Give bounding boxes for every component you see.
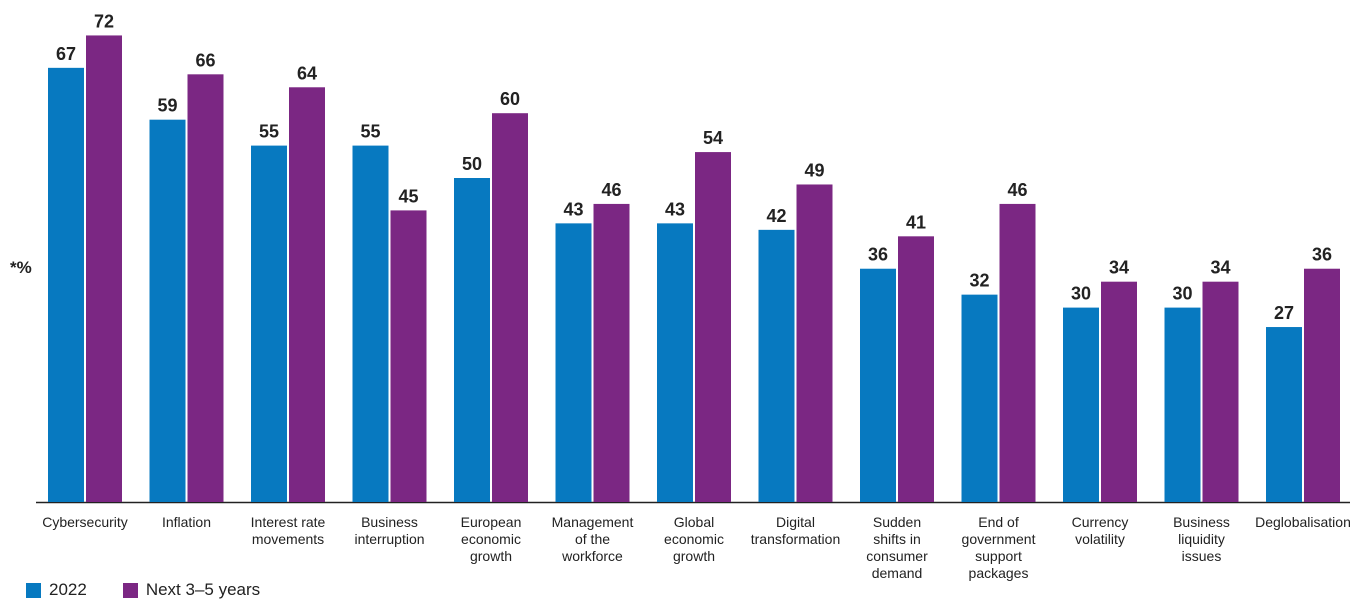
bar-2022 [251,145,287,502]
data-label-next-3-5-years: 46 [601,180,621,200]
data-label-2022: 42 [766,206,786,226]
data-label-next-3-5-years: 49 [804,160,824,180]
bar-next-3-5-years [796,184,833,503]
x-tick-label: European economic growth [461,514,522,564]
bar-next-3-5-years [289,87,325,502]
data-label-next-3-5-years: 41 [906,212,926,232]
legend: 2022 Next 3–5 years [26,580,296,600]
bar-2022 [454,178,490,502]
data-label-2022: 55 [259,122,279,142]
legend-swatch-2022 [26,582,41,598]
data-label-2022: 43 [665,199,685,219]
bar-2022 [657,223,693,503]
bar-next-3-5-years [390,210,427,502]
data-label-next-3-5-years: 54 [703,128,723,148]
legend-swatch-next-3-5-years [122,582,138,598]
bar-2022 [1164,307,1201,502]
x-tick-label: Management of the workforce [552,514,634,564]
bar-2022 [758,229,795,502]
data-label-next-3-5-years: 45 [398,186,418,206]
data-label-2022: 55 [360,122,380,142]
bar-next-3-5-years [492,113,528,502]
x-tick-label: Sudden shifts in consumer demand [866,514,928,581]
bar-2022 [961,294,998,502]
data-label-next-3-5-years: 36 [1312,245,1332,265]
bar-2022 [48,67,84,502]
bar-2022 [860,268,896,502]
bar-next-3-5-years [187,74,224,502]
legend-item-2022: 2022 [26,580,87,600]
legend-label-next-3-5-years: Next 3–5 years [145,580,261,599]
legend-item-next-3-5-years: Next 3–5 years [122,580,261,600]
x-tick-label: Interest rate movements [251,514,326,547]
bar-2022 [352,145,389,502]
data-label-2022: 67 [56,44,76,64]
bar-next-3-5-years [898,236,934,502]
data-label-2022: 43 [563,199,583,219]
x-tick-label: Business liquidity issues [1173,514,1230,564]
legend-label-2022: 2022 [49,580,87,599]
data-label-next-3-5-years: 72 [94,11,114,31]
data-label-2022: 59 [157,96,177,116]
bar-next-3-5-years [593,203,630,503]
x-tick-label: Digital transformation [751,514,840,547]
data-label-2022: 50 [462,154,482,174]
x-tick-label: Cybersecurity [42,514,128,530]
data-label-2022: 30 [1172,284,1192,304]
y-axis-label: *% [10,258,32,277]
x-tick-label: End of government support packages [962,514,1036,581]
bar-next-3-5-years [1304,268,1340,502]
data-label-2022: 30 [1071,284,1091,304]
bar-next-3-5-years [1101,281,1137,502]
data-label-2022: 32 [969,271,989,291]
x-tick-label: Business interruption [354,514,424,547]
data-label-next-3-5-years: 46 [1007,180,1027,200]
data-label-2022: 27 [1274,303,1294,323]
bar-2022 [555,223,592,503]
x-tick-label: Deglobalisation [1255,514,1351,530]
x-tick-label: Currency volatility [1072,514,1129,547]
data-label-next-3-5-years: 64 [297,63,317,83]
data-label-next-3-5-years: 66 [195,50,215,70]
data-label-next-3-5-years: 60 [500,89,520,109]
data-label-2022: 36 [868,245,888,265]
bar-next-3-5-years [1202,281,1239,502]
bar-2022 [1063,307,1099,502]
bar-next-3-5-years [695,152,731,502]
bar-2022 [1266,327,1302,502]
data-label-next-3-5-years: 34 [1109,258,1129,278]
data-label-next-3-5-years: 34 [1210,258,1230,278]
bar-next-3-5-years [999,203,1036,503]
x-tick-label: Inflation [162,514,211,530]
bar-2022 [149,119,186,503]
x-tick-label: Global economic growth [664,514,724,564]
bar-next-3-5-years [86,35,122,502]
